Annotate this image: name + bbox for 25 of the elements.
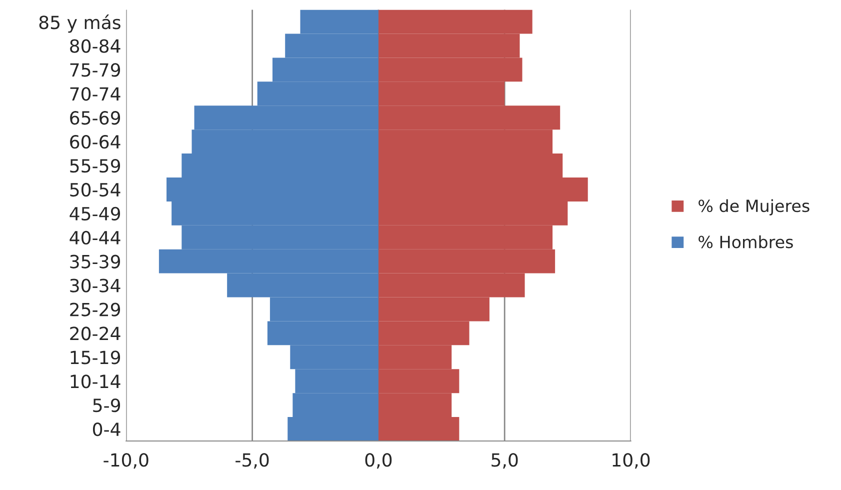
y-tick-label: 70-74 xyxy=(70,87,120,101)
y-tick-label: 20-24 xyxy=(70,326,120,340)
y-tick-label: 15-19 xyxy=(70,350,120,364)
y-tick-label: 45-49 xyxy=(70,206,120,221)
y-tick-label: 0-4 xyxy=(92,422,120,436)
y-tick-label: 75-79 xyxy=(70,63,120,77)
y-tick-label: 40-44 xyxy=(70,230,120,244)
y-tick-label: 30-34 xyxy=(70,278,120,292)
x-tick-label: -10,0 xyxy=(104,453,148,469)
y-tick-label: 60-64 xyxy=(70,135,120,149)
y-tick-label: 35-39 xyxy=(70,254,120,268)
y-tick-label: 10-14 xyxy=(70,374,120,388)
y-tick-label: 65-69 xyxy=(70,111,120,125)
y-tick-label: 50-54 xyxy=(70,182,120,197)
y-tick-label: 85 y más xyxy=(39,14,120,33)
x-tick-label: 5,0 xyxy=(492,453,518,469)
y-tick-label: 55-59 xyxy=(70,158,120,173)
x-tick-label: 0,0 xyxy=(365,453,392,469)
y-tick-label: 80-84 xyxy=(70,39,120,53)
y-tick-label: 5-9 xyxy=(93,398,120,412)
legend-label: % Hombres xyxy=(698,235,793,248)
x-tick-label: 10,0 xyxy=(612,453,650,469)
legend-label: % de Mujeres xyxy=(698,199,810,216)
y-tick-label: 25-29 xyxy=(70,302,120,316)
x-tick-label: -5,0 xyxy=(236,453,269,469)
